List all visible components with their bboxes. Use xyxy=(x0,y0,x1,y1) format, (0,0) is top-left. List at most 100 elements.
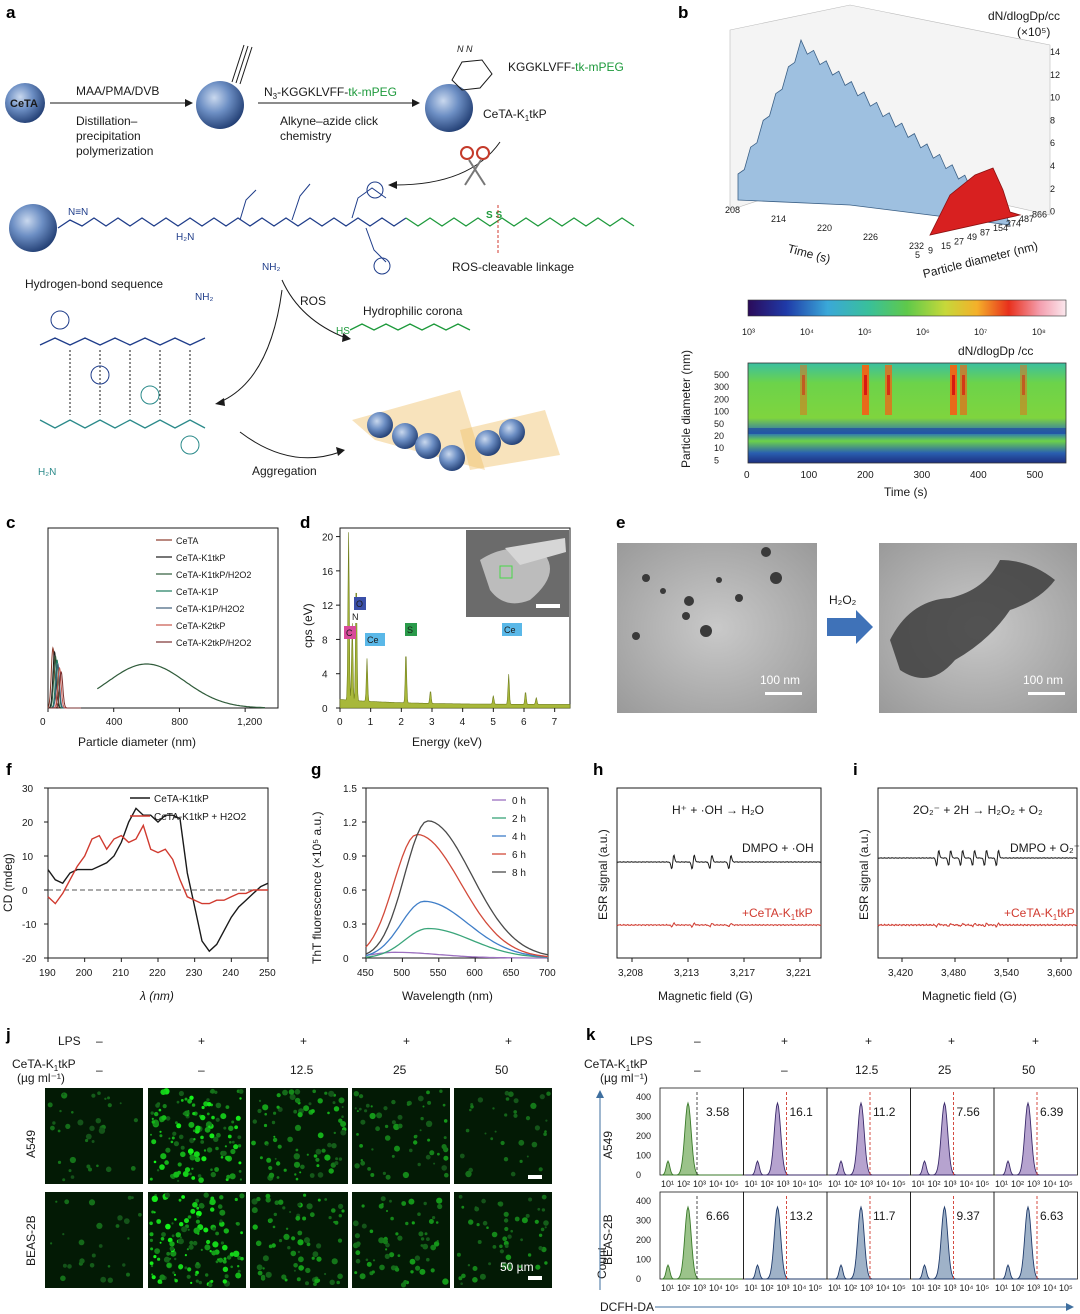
h-trace-dmpo xyxy=(616,854,822,870)
f-ytick: 30 xyxy=(22,784,34,795)
j-scale-bar-2 xyxy=(528,1276,542,1280)
panel-letter-e: e xyxy=(616,513,625,532)
f-xtick: 200 xyxy=(76,968,93,979)
k-value: 16.1 xyxy=(790,1105,814,1119)
j-conc-label: CeTA-K1tkP xyxy=(12,1057,76,1073)
i-xtick: 3,600 xyxy=(1047,968,1072,979)
svg-text:HS: HS xyxy=(336,326,350,337)
k-hist-panel xyxy=(743,1087,828,1176)
g-ytick: 1.5 xyxy=(343,784,357,795)
d-element-label: N xyxy=(352,612,359,622)
svg-text:N N: N N xyxy=(457,44,473,54)
d-element-tag xyxy=(365,633,385,646)
product-name: CeTA-K1tkP xyxy=(483,107,547,123)
svg-text:H₂N: H₂N xyxy=(176,232,194,243)
d-element-tag xyxy=(350,610,362,623)
k-xtick: 10¹ xyxy=(912,1283,925,1293)
product-peptide: KGGKLVFF-tk-mPEG xyxy=(508,60,624,74)
b-time-tick: 208 xyxy=(725,205,740,215)
step1-method-line3: polymerization xyxy=(76,144,153,158)
b-heatmap-bursts xyxy=(748,365,1066,434)
f-ytick: 0 xyxy=(22,886,28,897)
k-row-beas: BEAS-2B xyxy=(601,1214,615,1265)
j-image xyxy=(352,1088,450,1184)
f-ylabel: CD (mdeg) xyxy=(1,853,15,912)
g-series xyxy=(365,927,549,958)
svg-text:NH₂: NH₂ xyxy=(262,262,280,273)
b-time-label: Time (s) xyxy=(786,241,832,266)
product-sphere xyxy=(425,84,473,132)
b-heat-xtick: 100 xyxy=(801,470,818,481)
k-ytick: 0 xyxy=(636,1170,641,1180)
b-heat-ytick: 500 xyxy=(714,370,729,380)
f-ytick: 20 xyxy=(22,818,34,829)
panel-letter-f: f xyxy=(6,760,12,779)
f-xtick: 220 xyxy=(149,968,166,979)
k-xtick: 10⁵ xyxy=(976,1179,990,1189)
b-heat-xtick: 500 xyxy=(1027,470,1044,481)
k-xtick: 10² xyxy=(677,1179,690,1189)
b-heatmap-xlabel: Time (s) xyxy=(884,485,928,499)
k-xtick: 10³ xyxy=(1027,1283,1040,1293)
b-unit-top: dN/dlogDp/cc xyxy=(988,9,1060,23)
k-histogram xyxy=(996,1205,1076,1280)
panel-e: 100 nm H₂O₂ 100 nm xyxy=(617,543,1077,713)
b-band xyxy=(748,428,1066,434)
k-xtick: 10⁵ xyxy=(976,1283,990,1293)
panel-letters: a b c d e f g h i j k xyxy=(5,3,858,1044)
k-ytick: 400 xyxy=(636,1196,651,1206)
g-legend-entry: 4 h xyxy=(512,832,526,843)
g-xtick: 700 xyxy=(539,968,556,979)
panel-letter-c: c xyxy=(6,513,15,532)
hydrogen-bonds xyxy=(69,350,191,415)
k-value: 6.66 xyxy=(706,1209,730,1223)
b-colorbar xyxy=(747,299,1067,317)
e-aggregate xyxy=(890,560,1055,678)
svg-text:N≡N: N≡N xyxy=(68,207,88,218)
g-ytick: 0 xyxy=(343,954,349,965)
d-element-tag xyxy=(405,623,417,636)
g-ytick: 0.3 xyxy=(343,920,357,931)
e-arrow xyxy=(827,610,873,644)
j-lps-value: + xyxy=(198,1034,205,1048)
k-xtick: 10³ xyxy=(693,1179,706,1189)
g-legend-entry: 8 h xyxy=(512,868,526,879)
c-legend-entry: CeTA xyxy=(176,536,198,546)
b-diam-tick: 49 xyxy=(967,232,977,242)
ros-arrow xyxy=(281,279,347,339)
panel-k: LPS CeTA-K1tkP (µg ml⁻¹) – + + + + – – 12.5 25 50… xyxy=(584,1034,1078,1314)
f-xtick: 190 xyxy=(39,968,56,979)
h-trace2-label: +CeTA-K1tkP xyxy=(742,906,813,922)
k-xtick: 10¹ xyxy=(995,1283,1008,1293)
k-histogram xyxy=(829,1205,909,1280)
b-cbar-tick: 10³ xyxy=(742,327,755,337)
e-scale-bar-1 xyxy=(765,692,802,695)
k-x-label: DCFH-DA xyxy=(600,1300,654,1314)
f-xlabel: λ (nm) xyxy=(139,989,174,1003)
b-heat-xtick: 300 xyxy=(914,470,931,481)
d-ytick: 16 xyxy=(322,567,334,578)
k-xtick: 10² xyxy=(677,1283,690,1293)
k-xtick: 10² xyxy=(928,1179,941,1189)
k-hist-panel xyxy=(910,1087,995,1176)
e-particles xyxy=(632,547,782,640)
b-z-tick: 8 xyxy=(1050,115,1055,125)
d-element-tag xyxy=(354,597,366,610)
k-xtick: 10⁴ xyxy=(709,1179,723,1189)
k-ytick: 300 xyxy=(636,1216,651,1226)
panel-letter-j: j xyxy=(5,1025,11,1044)
h-axes xyxy=(616,787,822,959)
panel-letter-g: g xyxy=(311,760,321,779)
k-hist-panel xyxy=(826,1087,911,1176)
k-xtick: 10³ xyxy=(860,1283,873,1293)
d-element-label: Ce xyxy=(504,625,516,635)
k-xtick: 10⁴ xyxy=(876,1283,890,1293)
j-row-beas: BEAS-2B xyxy=(24,1215,38,1266)
step2-method-line2: chemistry xyxy=(280,129,331,143)
k-value: 7.56 xyxy=(957,1105,981,1119)
d-element-tag xyxy=(344,626,356,639)
f-legend-entry: CeTA-K1tkP xyxy=(154,794,209,805)
